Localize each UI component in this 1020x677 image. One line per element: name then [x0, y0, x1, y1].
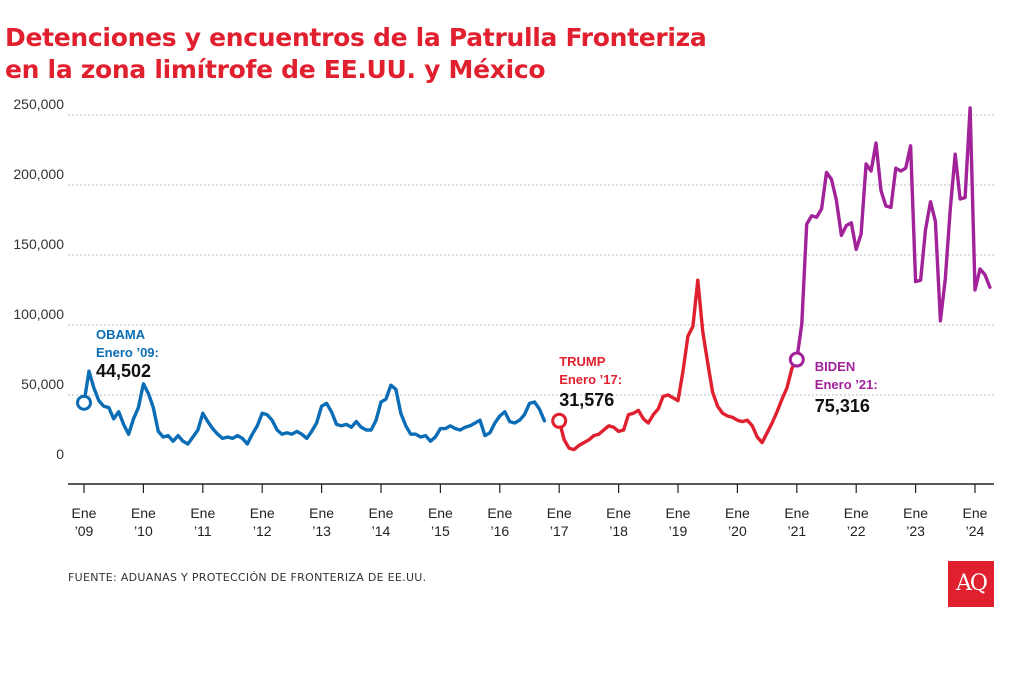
x-tick-label-month: Ene [487, 505, 512, 521]
marker-biden [788, 351, 805, 368]
source-note: FUENTE: ADUANAS Y PROTECCIÓN DE FRONTERI… [68, 571, 427, 584]
chart-title-line-2: en la zona limítrofe de EE.UU. y México [5, 55, 546, 84]
series-lines [82, 106, 992, 452]
x-tick-label-month: Ene [131, 505, 156, 521]
y-tick-label: 0 [56, 446, 64, 462]
annotation-value-trump: 31,576 [559, 390, 614, 410]
x-tick-label-year: ’16 [490, 523, 509, 539]
x-tick-label-month: Ene [844, 505, 869, 521]
x-tick-label-year: ’11 [194, 523, 212, 539]
annotation-date-trump: Enero ’17: [559, 372, 622, 387]
x-tick-label-month: Ene [428, 505, 453, 521]
y-axis: 0 50,000 100,000 150,000 200,000 250,000 [13, 96, 64, 462]
x-tick-label-year: ’18 [609, 523, 628, 539]
x-tick-label-month: Ene [725, 505, 750, 521]
y-tick-label: 200,000 [13, 166, 64, 182]
x-tick-label-year: ’10 [134, 523, 153, 539]
marker-obama [76, 394, 92, 411]
x-tick-label-year: ’12 [253, 523, 272, 539]
x-tick-label-year: ’17 [550, 523, 569, 539]
x-tick-label-month: Ene [309, 505, 334, 521]
annotation-value-obama: 44,502 [96, 361, 151, 381]
x-tick-label-month: Ene [250, 505, 275, 521]
x-tick-label-year: ’13 [312, 523, 331, 539]
aq-logo: AQ [948, 561, 994, 607]
x-tick-label-year: ’20 [728, 523, 747, 539]
x-tick-label-year: ’15 [431, 523, 450, 539]
x-tick-label-month: Ene [369, 505, 394, 521]
annotation-name-trump: TRUMP [559, 354, 606, 369]
annotation-date-obama: Enero ’09: [96, 345, 159, 360]
x-tick-label-month: Ene [666, 505, 691, 521]
series-line-obama [82, 369, 547, 446]
x-tick-label-month: Ene [903, 505, 928, 521]
series-line-trump [557, 278, 799, 452]
x-tick-label-year: ’19 [669, 523, 688, 539]
x-tick-label-month: Ene [963, 505, 988, 521]
x-tick-label-month: Ene [72, 505, 97, 521]
x-tick-label-month: Ene [190, 505, 215, 521]
y-tick-label: 100,000 [13, 306, 64, 322]
annotation-date-biden: Enero ’21: [815, 377, 878, 392]
chart-title-line-1: Detenciones y encuentros de la Patrulla … [5, 23, 707, 52]
x-axis: Ene ’09 Ene ’10 Ene ’11 Ene ’12 Ene ’13 Ene ’14 Ene ’… [68, 483, 994, 539]
x-tick-label-month: Ene [606, 505, 631, 521]
x-tick-label-year: ’22 [847, 523, 866, 539]
series-line-biden [795, 106, 992, 362]
annotation-name-biden: BIDEN [815, 359, 855, 374]
chart-title: Detenciones y encuentros de la Patrulla … [5, 22, 707, 86]
x-tick-label-year: ’21 [787, 523, 806, 539]
x-tick-label-year: ’09 [75, 523, 94, 539]
x-tick-label-year: ’24 [966, 523, 985, 539]
annotations: OBAMA Enero ’09:44,502 TRUMP Enero ’17: 31,5… [76, 327, 878, 429]
y-tick-label: 250,000 [13, 96, 64, 112]
annotation-value-biden: 75,316 [815, 396, 870, 416]
annotation-name-obama: OBAMA [96, 327, 146, 342]
y-tick-label: 150,000 [13, 236, 64, 252]
x-tick-label-year: ’23 [906, 523, 925, 539]
marker-trump [551, 412, 568, 429]
x-tick-label-month: Ene [784, 505, 809, 521]
y-tick-label: 50,000 [21, 376, 64, 392]
x-tick-label-month: Ene [547, 505, 572, 521]
gridlines [68, 114, 994, 396]
x-tick-label-year: ’14 [372, 523, 391, 539]
